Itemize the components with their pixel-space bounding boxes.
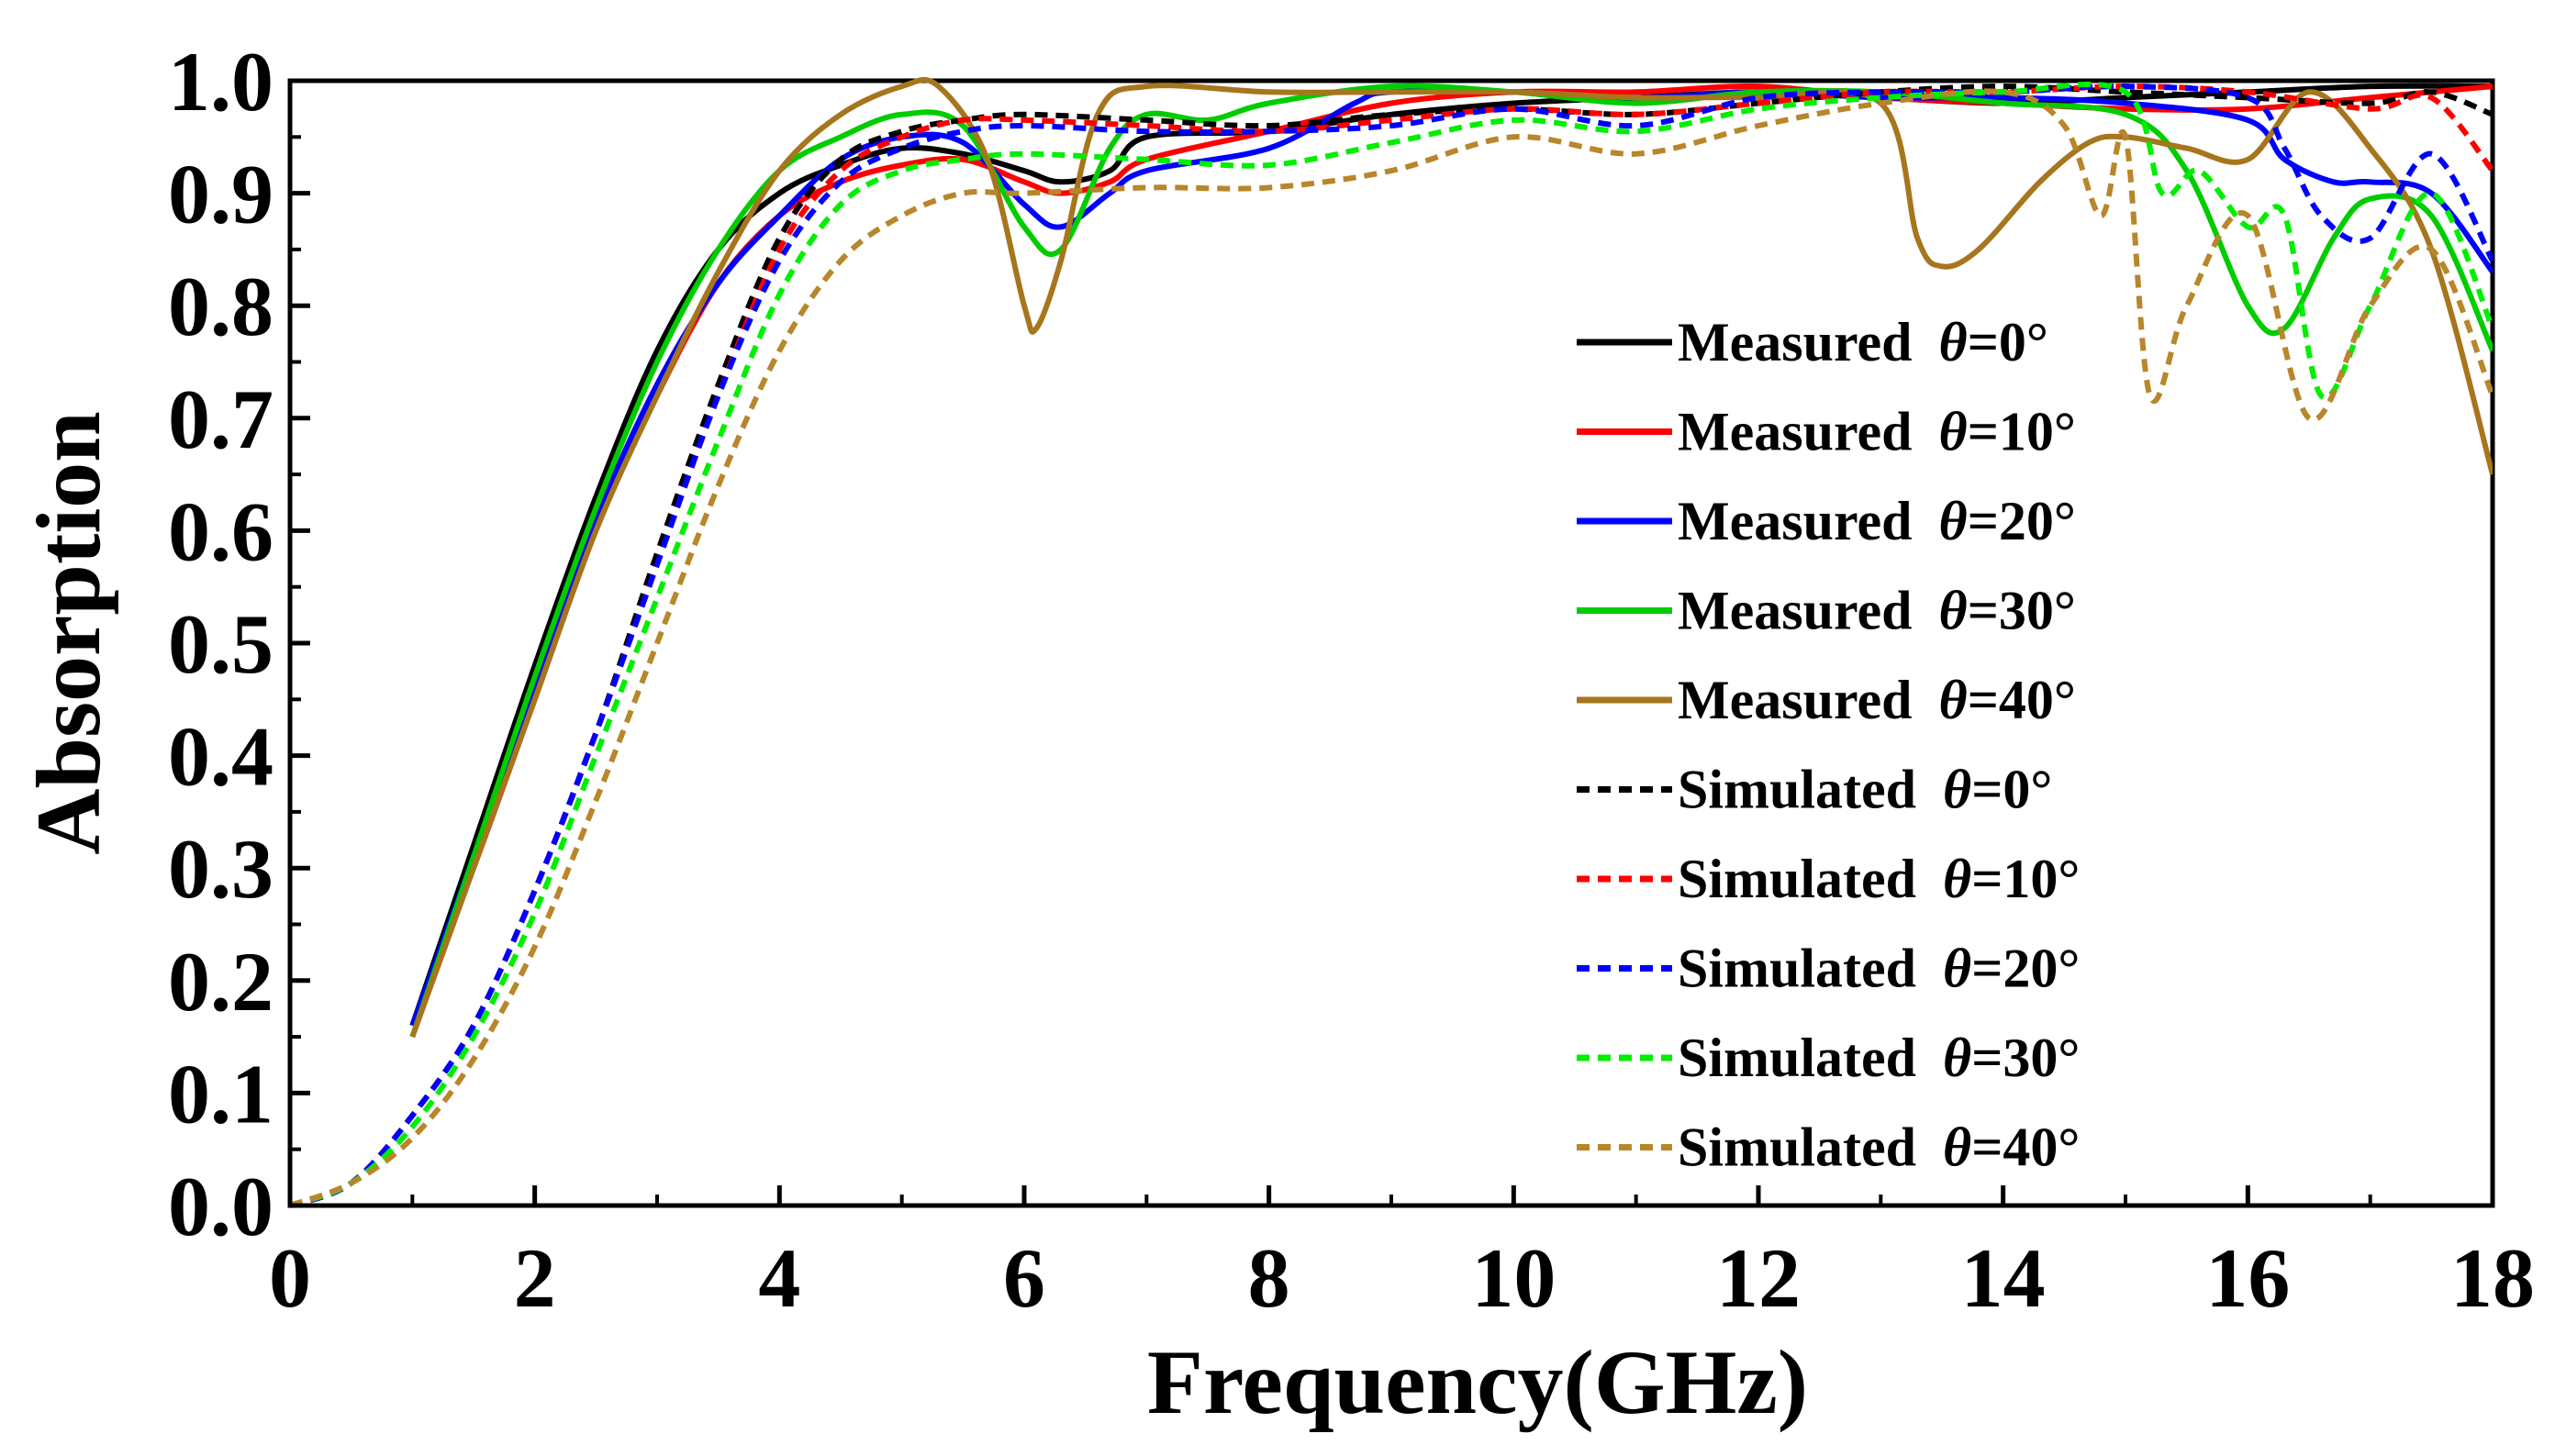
x-tick-label: 16 — [2205, 1231, 2290, 1325]
y-tick-label: 0.4 — [168, 710, 273, 804]
x-tick-label: 2 — [514, 1231, 556, 1325]
series-line-7 — [290, 83, 2493, 1208]
y-tick-label: 0.1 — [168, 1047, 273, 1140]
x-tick-labels: 0 2 4 6 8 10 12 14 16 18 — [269, 1231, 2535, 1325]
legend-label: Simulated θ=0° — [1678, 760, 2052, 820]
y-axis-title: Absorption — [17, 411, 119, 854]
legend: Measured θ=0° Measured θ=10° Measured θ=20… — [1577, 312, 2080, 1178]
legend-label: Simulated θ=30° — [1678, 1028, 2080, 1088]
legend-label: Measured θ=10° — [1678, 402, 2076, 462]
series-line-9 — [290, 81, 2493, 1208]
x-tick-label: 6 — [1003, 1231, 1045, 1325]
series-line-2 — [409, 83, 2493, 1027]
series-line-6 — [290, 83, 2493, 1208]
plot-area — [287, 77, 2495, 1208]
x-tick-label: 0 — [269, 1231, 311, 1325]
series-line-3 — [409, 88, 2493, 1027]
tick-layer — [287, 78, 2495, 1208]
legend-label: Measured θ=20° — [1678, 491, 2076, 551]
y-tick-label: 0.7 — [168, 372, 273, 466]
series-layer — [290, 77, 2493, 1208]
y-tick-label: 0.2 — [168, 935, 273, 1028]
series-line-1 — [409, 83, 2493, 1027]
y-tick-label: 1.0 — [168, 35, 273, 128]
series-line-8 — [290, 83, 2493, 1208]
x-tick-label: 18 — [2450, 1231, 2535, 1325]
legend-label: Measured θ=40° — [1678, 670, 2076, 730]
y-tick-label: 0.8 — [168, 260, 273, 353]
series-line-4 — [409, 83, 2493, 1039]
legend-label: Simulated θ=40° — [1678, 1117, 2080, 1178]
series-line-10 — [290, 88, 2493, 1208]
x-tick-label: 10 — [1471, 1231, 1556, 1325]
plot-frame — [287, 78, 2495, 1208]
x-tick-label: 8 — [1248, 1231, 1290, 1325]
series-line-5 — [409, 77, 2493, 1039]
x-tick-label: 4 — [758, 1231, 800, 1325]
y-tick-label: 0.3 — [168, 822, 273, 916]
y-tick-labels: 0.0 0.1 0.2 0.3 0.4 0.5 0.6 0.7 0.8 0.9 1.0 — [168, 35, 273, 1253]
x-tick-label: 14 — [1961, 1231, 2046, 1325]
x-axis-title: Frequency(GHz) — [1147, 1331, 1808, 1433]
y-tick-label: 0.6 — [168, 484, 273, 578]
legend-label: Simulated θ=10° — [1678, 849, 2080, 909]
legend-label: Measured θ=0° — [1678, 312, 2048, 372]
legend-label: Measured θ=30° — [1678, 581, 2076, 641]
y-tick-label: 0.5 — [168, 597, 273, 691]
x-tick-label: 12 — [1716, 1231, 1801, 1325]
y-tick-label: 0.9 — [168, 148, 273, 241]
legend-label: Simulated θ=20° — [1678, 939, 2080, 999]
y-tick-label: 0.0 — [168, 1160, 273, 1253]
